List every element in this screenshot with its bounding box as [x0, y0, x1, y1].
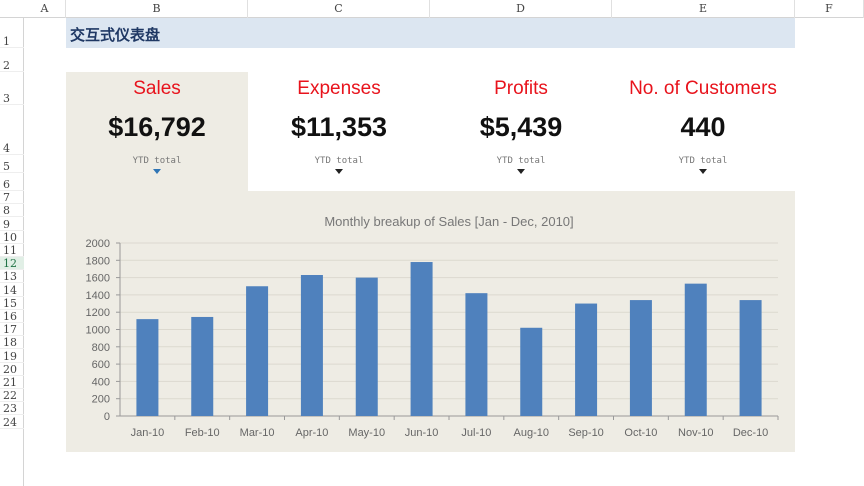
kpi-label: No. of Customers — [629, 78, 777, 99]
y-tick-label: 400 — [92, 376, 110, 388]
row-header-21[interactable]: 21 — [0, 376, 24, 389]
sales-chart[interactable]: Monthly breakup of Sales [Jan - Dec, 201… — [66, 191, 795, 452]
bar-Aug-10[interactable] — [520, 327, 543, 416]
x-tick-label: Apr-10 — [295, 427, 328, 439]
row-header-13[interactable]: 13 — [0, 270, 24, 284]
y-tick-label: 1200 — [86, 307, 110, 319]
y-tick-label: 1000 — [86, 325, 110, 337]
bar-Oct-10[interactable] — [629, 300, 652, 416]
row-header-5[interactable]: 5 — [0, 155, 24, 173]
kpi-label: Sales — [133, 78, 181, 99]
kpi-value: $5,439 — [479, 112, 563, 142]
kpi-card-no-of-customers[interactable]: No. of Customers 440 YTD total — [612, 72, 794, 192]
kpi-card-expenses[interactable]: Expenses $11,353 YTD total — [248, 72, 430, 192]
bar-Jun-10[interactable] — [410, 262, 433, 416]
kpi-subtitle: YTD total — [314, 156, 364, 166]
y-tick-label: 1800 — [86, 255, 110, 267]
row-header-15[interactable]: 15 — [0, 297, 24, 310]
kpi-card-sales[interactable]: Sales $16,792 YTD total — [66, 72, 248, 192]
x-tick-label: Feb-10 — [185, 427, 220, 439]
y-tick-label: 1400 — [86, 290, 110, 302]
column-header-B[interactable]: B — [66, 0, 248, 18]
row-header-2[interactable]: 2 — [0, 48, 24, 72]
kpi-subtitle: YTD total — [132, 156, 182, 166]
row-header-4[interactable]: 4 — [0, 105, 24, 155]
row-header-20[interactable]: 20 — [0, 363, 24, 376]
kpi-label: Profits — [494, 78, 548, 99]
y-tick-label: 800 — [92, 342, 110, 354]
column-header-D[interactable]: D — [430, 0, 612, 18]
kpi-value: 440 — [680, 112, 726, 142]
row-headers: 1 2 3 4 5 6 7 8 9 10 11 12 13 14 15 16 17 18 19 20 21 22 23 24 — [0, 18, 24, 486]
kpi-value: $16,792 — [108, 112, 206, 142]
y-tick-label: 200 — [92, 394, 110, 406]
dropdown-arrow-icon[interactable] — [153, 169, 161, 174]
bar-Nov-10[interactable] — [684, 283, 707, 416]
kpi-value: $11,353 — [290, 112, 388, 142]
row-header-16[interactable]: 16 — [0, 310, 24, 323]
row-header-11[interactable]: 11 — [0, 244, 24, 257]
x-tick-label: Jul-10 — [461, 427, 491, 439]
x-tick-label: Aug-10 — [514, 427, 549, 439]
bar-Dec-10[interactable] — [739, 300, 762, 416]
y-tick-label: 0 — [104, 411, 110, 423]
y-tick-label: 600 — [92, 359, 110, 371]
column-header-E[interactable]: E — [612, 0, 795, 18]
kpi-subtitle: YTD total — [678, 156, 728, 166]
x-tick-label: Nov-10 — [678, 427, 713, 439]
bar-May-10[interactable] — [355, 277, 378, 416]
column-header-C[interactable]: C — [248, 0, 430, 18]
row-header-9[interactable]: 9 — [0, 217, 24, 231]
row-header-23[interactable]: 23 — [0, 402, 24, 416]
x-tick-label: Jan-10 — [131, 427, 165, 439]
row-header-22[interactable]: 22 — [0, 389, 24, 403]
kpi-card-profits[interactable]: Profits $5,439 YTD total — [430, 72, 612, 192]
kpi-label: Expenses — [297, 78, 381, 99]
row-header-8[interactable]: 8 — [0, 204, 24, 218]
x-tick-label: Mar-10 — [240, 427, 275, 439]
bar-Jan-10[interactable] — [136, 319, 159, 416]
x-tick-label: Oct-10 — [624, 427, 657, 439]
x-tick-label: Jun-10 — [405, 427, 439, 439]
row-header-10[interactable]: 10 — [0, 231, 24, 244]
bar-Apr-10[interactable] — [300, 275, 323, 416]
row-header-12[interactable]: 12 — [0, 257, 24, 271]
row-header-18[interactable]: 18 — [0, 336, 24, 350]
dropdown-arrow-icon[interactable] — [517, 169, 525, 174]
chart-title: Monthly breakup of Sales [Jan - Dec, 201… — [324, 214, 573, 229]
row-header-6[interactable]: 6 — [0, 173, 24, 191]
y-tick-label: 1600 — [86, 273, 110, 285]
row-header-7[interactable]: 7 — [0, 191, 24, 205]
bar-Mar-10[interactable] — [246, 286, 269, 416]
x-tick-label: May-10 — [348, 427, 385, 439]
bar-Feb-10[interactable] — [191, 316, 214, 416]
row-header-14[interactable]: 14 — [0, 283, 24, 297]
bar-Sep-10[interactable] — [575, 303, 598, 416]
dashboard-title: 交互式仪表盘 — [66, 18, 795, 48]
row-header-1[interactable]: 1 — [0, 18, 24, 48]
x-tick-label: Sep-10 — [568, 427, 603, 439]
row-header-3[interactable]: 3 — [0, 72, 24, 105]
x-tick-label: Dec-10 — [733, 427, 768, 439]
row-header-19[interactable]: 19 — [0, 349, 24, 363]
column-header-A[interactable]: A — [24, 0, 66, 18]
kpi-subtitle: YTD total — [496, 156, 546, 166]
row-header-24[interactable]: 24 — [0, 415, 24, 429]
column-header-F[interactable]: F — [795, 0, 864, 18]
dropdown-arrow-icon[interactable] — [335, 169, 343, 174]
y-tick-label: 2000 — [86, 238, 110, 250]
dropdown-arrow-icon[interactable] — [699, 169, 707, 174]
chart-svg: Monthly breakup of Sales [Jan - Dec, 201… — [86, 214, 779, 439]
bar-Jul-10[interactable] — [465, 293, 488, 416]
row-header-17[interactable]: 17 — [0, 323, 24, 337]
